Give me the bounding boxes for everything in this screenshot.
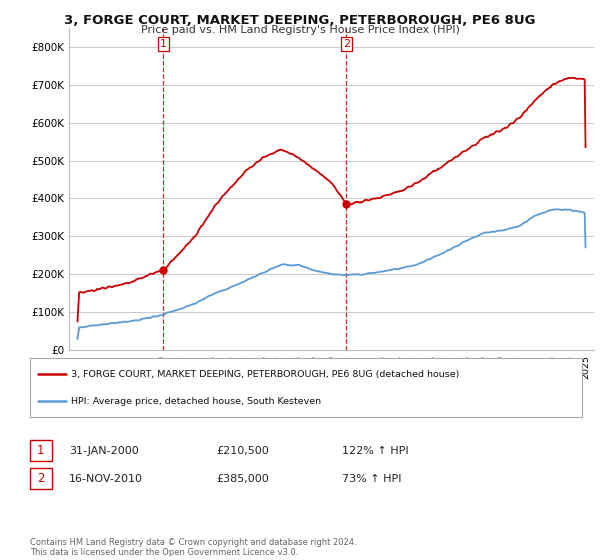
Text: 2: 2 (37, 472, 44, 486)
Text: £385,000: £385,000 (216, 474, 269, 484)
Text: 2: 2 (343, 39, 350, 49)
Text: 31-JAN-2000: 31-JAN-2000 (69, 446, 139, 456)
Text: Contains HM Land Registry data © Crown copyright and database right 2024.
This d: Contains HM Land Registry data © Crown c… (30, 538, 356, 557)
Text: 1: 1 (37, 444, 44, 458)
Text: 73% ↑ HPI: 73% ↑ HPI (342, 474, 401, 484)
Text: 16-NOV-2010: 16-NOV-2010 (69, 474, 143, 484)
Text: 122% ↑ HPI: 122% ↑ HPI (342, 446, 409, 456)
Text: Price paid vs. HM Land Registry's House Price Index (HPI): Price paid vs. HM Land Registry's House … (140, 25, 460, 35)
Text: 3, FORGE COURT, MARKET DEEPING, PETERBOROUGH, PE6 8UG (detached house): 3, FORGE COURT, MARKET DEEPING, PETERBOR… (71, 370, 460, 379)
Text: £210,500: £210,500 (216, 446, 269, 456)
Text: 3, FORGE COURT, MARKET DEEPING, PETERBOROUGH, PE6 8UG: 3, FORGE COURT, MARKET DEEPING, PETERBOR… (64, 14, 536, 27)
Text: 1: 1 (160, 39, 167, 49)
Text: HPI: Average price, detached house, South Kesteven: HPI: Average price, detached house, Sout… (71, 397, 322, 406)
